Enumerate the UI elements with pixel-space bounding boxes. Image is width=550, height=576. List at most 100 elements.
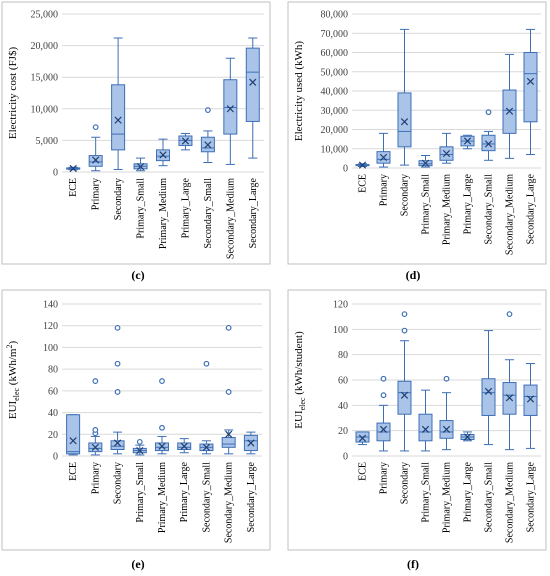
- box-secondary: [111, 37, 126, 170]
- iqr-box: [221, 437, 236, 448]
- box-primary-large: [460, 431, 475, 442]
- y-tick-label: 20: [48, 430, 58, 441]
- panel-frame: [1, 1, 271, 265]
- mean-marker: [526, 77, 535, 85]
- box-secondary-small: [481, 330, 496, 446]
- box-primary-large: [177, 438, 192, 454]
- y-tick-label: 20,000: [321, 125, 349, 136]
- box-secondary-medium: [223, 57, 238, 165]
- category-label: Primary: [90, 462, 101, 494]
- outlier-point: [443, 375, 450, 382]
- category-label: Primary_Medium: [157, 462, 168, 533]
- y-axis-label: EUIelec (kWh/m2): [5, 341, 21, 420]
- outlier-point: [159, 424, 165, 431]
- panel-c: 0 5,000 10,000 15,000 20,000 25,000 Electricit…: [1, 1, 271, 265]
- panel-frame: [287, 1, 547, 265]
- mean-marker: [247, 439, 255, 447]
- mean-marker: [400, 391, 409, 399]
- panel-label-c: (c): [131, 268, 145, 282]
- category-label: Primary_Medium: [442, 174, 453, 245]
- category-label: Primary_Large: [180, 177, 191, 238]
- category-label: Primary_Small: [421, 462, 432, 523]
- category-label: ECE: [68, 462, 79, 481]
- outlier-point: [203, 360, 210, 367]
- outlier-point: [506, 311, 513, 318]
- y-tick-label: 60: [48, 386, 58, 397]
- box-secondary-medium: [221, 324, 236, 455]
- box-primary-small: [133, 157, 148, 172]
- outlier-point: [401, 327, 408, 334]
- outlier-point: [225, 324, 232, 331]
- outlier-point: [92, 378, 99, 384]
- box-secondary-small: [200, 107, 215, 164]
- box-primary-medium: [439, 375, 454, 451]
- mean-marker: [202, 443, 211, 451]
- box-primary-medium: [155, 378, 169, 455]
- mean-marker: [69, 164, 77, 173]
- y-tick-label: 100: [333, 325, 348, 336]
- mean-marker: [226, 105, 234, 113]
- mean-marker: [379, 425, 388, 434]
- y-tick-label: 25,000: [31, 10, 59, 21]
- box-primary: [88, 378, 103, 456]
- outlier-point: [92, 427, 99, 433]
- box-secondary: [110, 324, 125, 455]
- outlier-point: [114, 324, 121, 331]
- box-secondary-large: [523, 363, 538, 449]
- y-axis-label: Electricity used (kWh): [293, 41, 305, 142]
- y-tick-label: 80: [48, 365, 58, 376]
- box-ece: [66, 164, 81, 173]
- mean-marker: [379, 153, 388, 162]
- mean-marker: [463, 137, 472, 145]
- y-tick-label: 10,000: [31, 104, 59, 115]
- category-label: Secondary_Medium: [224, 462, 235, 543]
- box-primary-medium: [439, 132, 454, 164]
- y-tick-label: 15,000: [31, 73, 59, 84]
- y-tick-label: 40: [48, 408, 58, 419]
- box-secondary: [397, 28, 412, 166]
- y-tick-label: 40: [338, 401, 348, 412]
- box-primary-small: [132, 438, 147, 456]
- category-label: Primary: [379, 174, 390, 206]
- category-label: Secondary: [113, 462, 124, 504]
- iqr-box: [397, 92, 412, 148]
- box-primary: [88, 124, 103, 172]
- category-label: Secondary_Small: [203, 178, 214, 249]
- iqr-box: [481, 134, 496, 152]
- category-label: Primary_Medium: [158, 178, 169, 249]
- mean-marker: [505, 107, 514, 115]
- mean-marker: [442, 425, 451, 434]
- y-tick-label: 50,000: [321, 67, 349, 78]
- mean-marker: [358, 161, 367, 169]
- box-secondary-small: [199, 360, 214, 455]
- box-secondary: [397, 311, 412, 452]
- category-label: ECE: [358, 174, 369, 193]
- category-label: ECE: [68, 178, 79, 197]
- panel-d: 0 10,000 20,000 30,000 40,000 50,000 60,000 70,…: [287, 1, 547, 265]
- category-label: Primary_Small: [136, 178, 147, 239]
- box-primary: [376, 132, 391, 168]
- iqr-box: [88, 155, 103, 167]
- iqr-box: [397, 380, 412, 415]
- y-tick-label: 40,000: [321, 87, 349, 98]
- category-label: Secondary_Large: [526, 461, 537, 532]
- panel-frame: [287, 289, 547, 551]
- outlier-point: [485, 109, 492, 116]
- y-tick-label: 0: [343, 452, 348, 463]
- panel-frame: [1, 289, 271, 551]
- box-primary-medium: [156, 138, 170, 167]
- y-tick-label: 0: [53, 452, 58, 463]
- outlier-point: [114, 360, 121, 367]
- panel-f: 0 20 40 60 80 100 120 EUIelec (kWh/student) ECE P…: [287, 289, 547, 551]
- y-tick-label: 0: [343, 164, 348, 175]
- iqr-box: [418, 413, 433, 442]
- category-label: Primary_Large: [179, 461, 190, 522]
- outlier-point: [401, 311, 408, 318]
- y-axis-label: Electricity cost (FJ$): [7, 47, 19, 140]
- outlier-point: [92, 124, 99, 131]
- y-tick-label: 70,000: [321, 29, 349, 40]
- box-secondary-large: [243, 431, 258, 455]
- box-ece: [66, 414, 81, 456]
- iqr-box: [523, 52, 538, 123]
- outlier-point: [159, 378, 165, 384]
